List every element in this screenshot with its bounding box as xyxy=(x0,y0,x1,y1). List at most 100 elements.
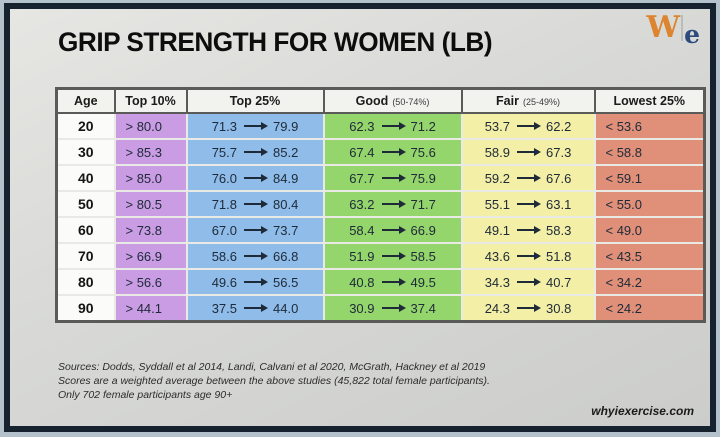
lowest25-cell: < 49.0 xyxy=(593,216,706,244)
fair-cell: 24.3 30.8 xyxy=(460,294,596,323)
age-cell: 70 xyxy=(55,242,116,270)
fair-cell: 53.7 62.2 xyxy=(460,112,596,140)
good-cell: 30.9 37.4 xyxy=(322,294,463,323)
header-lowest25: Lowest 25% xyxy=(593,87,706,114)
age-cell: 90 xyxy=(55,294,116,323)
good-cell: 40.8 49.5 xyxy=(322,268,463,296)
top10-cell: > 66.9 xyxy=(113,242,188,270)
arrow-right-icon xyxy=(381,252,406,260)
good-cell: 67.7 75.9 xyxy=(322,164,463,192)
fair-cell: 55.1 63.1 xyxy=(460,190,596,218)
fair-cell: 43.6 51.8 xyxy=(460,242,596,270)
infographic-card: GRIP STRENGTH FOR WOMEN (LB) W e Age Top… xyxy=(10,9,710,426)
top25-cell: 71.3 79.9 xyxy=(185,112,325,140)
top25-cell: 49.6 56.5 xyxy=(185,268,325,296)
top25-cell: 58.6 66.8 xyxy=(185,242,325,270)
arrow-right-icon xyxy=(381,226,406,234)
logo-letter-e: e xyxy=(684,20,700,49)
top10-cell: > 85.0 xyxy=(113,164,188,192)
lowest25-cell: < 58.8 xyxy=(593,138,706,166)
good-cell: 62.3 71.2 xyxy=(322,112,463,140)
top25-cell: 76.0 84.9 xyxy=(185,164,325,192)
good-cell: 51.9 58.5 xyxy=(322,242,463,270)
arrow-right-icon xyxy=(244,122,268,130)
arrow-right-icon xyxy=(381,174,406,182)
arrow-right-icon xyxy=(381,122,406,130)
top10-cell: > 85.3 xyxy=(113,138,188,166)
arrow-right-icon xyxy=(381,278,406,286)
page-title: GRIP STRENGTH FOR WOMEN (LB) xyxy=(58,27,493,57)
arrow-right-icon xyxy=(517,304,541,312)
top10-cell: > 56.6 xyxy=(113,268,188,296)
sources-line-1: Sources: Dodds, Syddall et al 2014, Land… xyxy=(58,361,486,373)
age-cell: 40 xyxy=(55,164,116,192)
good-cell: 67.4 75.6 xyxy=(322,138,463,166)
top10-cell: > 80.5 xyxy=(113,190,188,218)
table-row: 60 > 73.8 67.0 73.7 58.4 66.9 49.1 58.3 < 4… xyxy=(55,216,706,244)
age-cell: 20 xyxy=(55,112,116,140)
arrow-right-icon xyxy=(381,200,406,208)
arrow-right-icon xyxy=(244,252,268,260)
lowest25-cell: < 34.2 xyxy=(593,268,706,296)
logo-letter-w: W xyxy=(646,10,681,45)
arrow-right-icon xyxy=(244,278,268,286)
arrow-right-icon xyxy=(244,148,268,156)
arrow-right-icon xyxy=(517,148,541,156)
sources-line-2: Scores are a weighted average between th… xyxy=(58,375,490,387)
table-row: 70 > 66.9 58.6 66.8 51.9 58.5 43.6 51.8 < 4… xyxy=(55,242,706,270)
table-row: 50 > 80.5 71.8 80.4 63.2 71.7 55.1 63.1 < 5… xyxy=(55,190,706,218)
arrow-right-icon xyxy=(517,174,541,182)
logo-divider xyxy=(681,15,684,41)
table-row: 90 > 44.1 37.5 44.0 30.9 37.4 24.3 30.8 < 2… xyxy=(55,294,706,323)
top25-cell: 71.8 80.4 xyxy=(185,190,325,218)
fair-cell: 58.9 67.3 xyxy=(460,138,596,166)
arrow-right-icon xyxy=(517,252,541,260)
top25-cell: 37.5 44.0 xyxy=(185,294,325,323)
table-row: 40 > 85.0 76.0 84.9 67.7 75.9 59.2 67.6 < 5… xyxy=(55,164,706,192)
arrow-right-icon xyxy=(517,226,541,234)
top10-cell: > 80.0 xyxy=(113,112,188,140)
lowest25-cell: < 43.5 xyxy=(593,242,706,270)
top25-cell: 75.7 85.2 xyxy=(185,138,325,166)
header-top10: Top 10% xyxy=(113,87,188,114)
table-row: 80 > 56.6 49.6 56.5 40.8 49.5 34.3 40.7 < 3… xyxy=(55,268,706,296)
brand-logo: W e xyxy=(646,10,700,48)
arrow-right-icon xyxy=(381,148,406,156)
arrow-right-icon xyxy=(517,200,541,208)
grip-strength-table: Age Top 10% Top 25% Good (50-74%) Fair (25… xyxy=(55,87,706,323)
arrow-right-icon xyxy=(244,226,268,234)
infographic-frame: GRIP STRENGTH FOR WOMEN (LB) W e Age Top… xyxy=(4,3,716,432)
arrow-right-icon xyxy=(244,304,268,312)
header-top25: Top 25% xyxy=(185,87,325,114)
header-fair-subrange: (25-49%) xyxy=(522,97,560,107)
header-good-subrange: (50-74%) xyxy=(392,97,430,107)
lowest25-cell: < 59.1 xyxy=(593,164,706,192)
arrow-right-icon xyxy=(517,122,541,130)
age-cell: 60 xyxy=(55,216,116,244)
good-cell: 63.2 71.7 xyxy=(322,190,463,218)
header-fair: Fair (25-49%) xyxy=(460,87,596,114)
top10-cell: > 44.1 xyxy=(113,294,188,323)
table-row: 20 > 80.0 71.3 79.9 62.3 71.2 53.7 62.2 < 5… xyxy=(55,112,706,140)
fair-cell: 49.1 58.3 xyxy=(460,216,596,244)
lowest25-cell: < 24.2 xyxy=(593,294,706,323)
arrow-right-icon xyxy=(517,278,541,286)
lowest25-cell: < 53.6 xyxy=(593,112,706,140)
arrow-right-icon xyxy=(244,200,268,208)
sources-note: Sources: Dodds, Syddall et al 2014, Land… xyxy=(58,360,490,402)
header-age: Age xyxy=(55,87,116,114)
fair-cell: 34.3 40.7 xyxy=(460,268,596,296)
header-good: Good (50-74%) xyxy=(322,87,463,114)
arrow-right-icon xyxy=(244,174,268,182)
age-cell: 30 xyxy=(55,138,116,166)
arrow-right-icon xyxy=(381,304,406,312)
table-row: 30 > 85.3 75.7 85.2 67.4 75.6 58.9 67.3 < 5… xyxy=(55,138,706,166)
top25-cell: 67.0 73.7 xyxy=(185,216,325,244)
top10-cell: > 73.8 xyxy=(113,216,188,244)
fair-cell: 59.2 67.6 xyxy=(460,164,596,192)
good-cell: 58.4 66.9 xyxy=(322,216,463,244)
age-cell: 80 xyxy=(55,268,116,296)
website-url: whyiexercise.com xyxy=(591,404,694,418)
age-cell: 50 xyxy=(55,190,116,218)
lowest25-cell: < 55.0 xyxy=(593,190,706,218)
